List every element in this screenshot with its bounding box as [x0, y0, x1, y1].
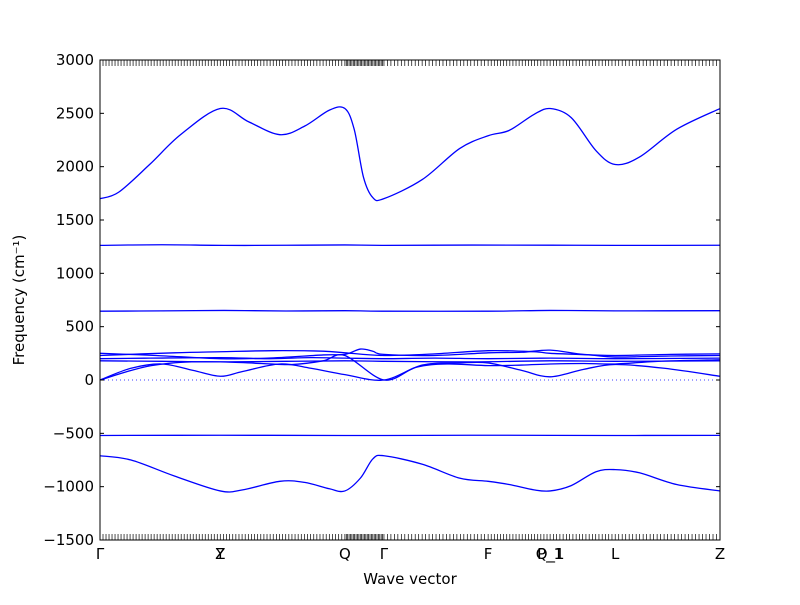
y-tick-label: 500	[65, 318, 94, 336]
band-line-6	[100, 358, 720, 359]
x-tick-label: L	[611, 545, 620, 563]
band-line-2	[100, 245, 720, 246]
plot-frame	[100, 60, 720, 540]
band-line-11	[100, 455, 720, 492]
x-tick-label: Γ	[96, 545, 105, 563]
y-tick-label: 1000	[56, 264, 94, 282]
y-tick-label: −1500	[43, 531, 94, 549]
x-tick-label: Z	[215, 545, 225, 563]
band-line-1	[100, 107, 720, 201]
plot-frame-layer	[100, 60, 720, 540]
chart-marks	[100, 107, 720, 492]
y-tick-label: 3000	[56, 51, 94, 69]
band-line-3	[100, 310, 720, 311]
y-tick-label: 1500	[56, 211, 94, 229]
x-tick-label: Q_1	[536, 545, 565, 564]
y-tick-label: 2000	[56, 158, 94, 176]
y-axis-title: Frequency (cm⁻¹)	[10, 235, 28, 366]
x-tick-label: Z	[715, 545, 725, 563]
y-tick-label: −1000	[43, 478, 94, 496]
y-tick-label: 2500	[56, 104, 94, 122]
y-tick-label: −500	[53, 424, 94, 442]
y-tick-label: 0	[84, 371, 94, 389]
x-tick-label: Γ	[380, 545, 389, 563]
x-axis-title: Wave vector	[363, 570, 457, 588]
x-tick-label: F	[484, 545, 493, 563]
band-line-8	[100, 362, 720, 380]
x-tick-label: Q	[339, 545, 351, 563]
